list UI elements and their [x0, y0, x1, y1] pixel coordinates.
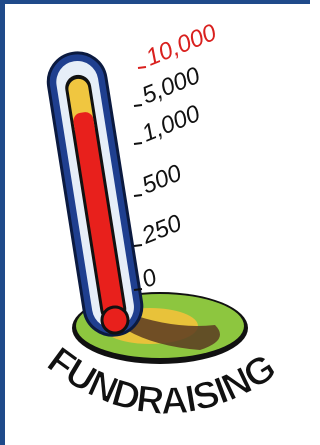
scale-tick [134, 105, 142, 106]
scale-tick [134, 289, 142, 290]
scale-tick [134, 245, 142, 246]
scale-tick [138, 67, 146, 68]
scale-tick [134, 143, 142, 144]
scale-tick [134, 195, 142, 196]
